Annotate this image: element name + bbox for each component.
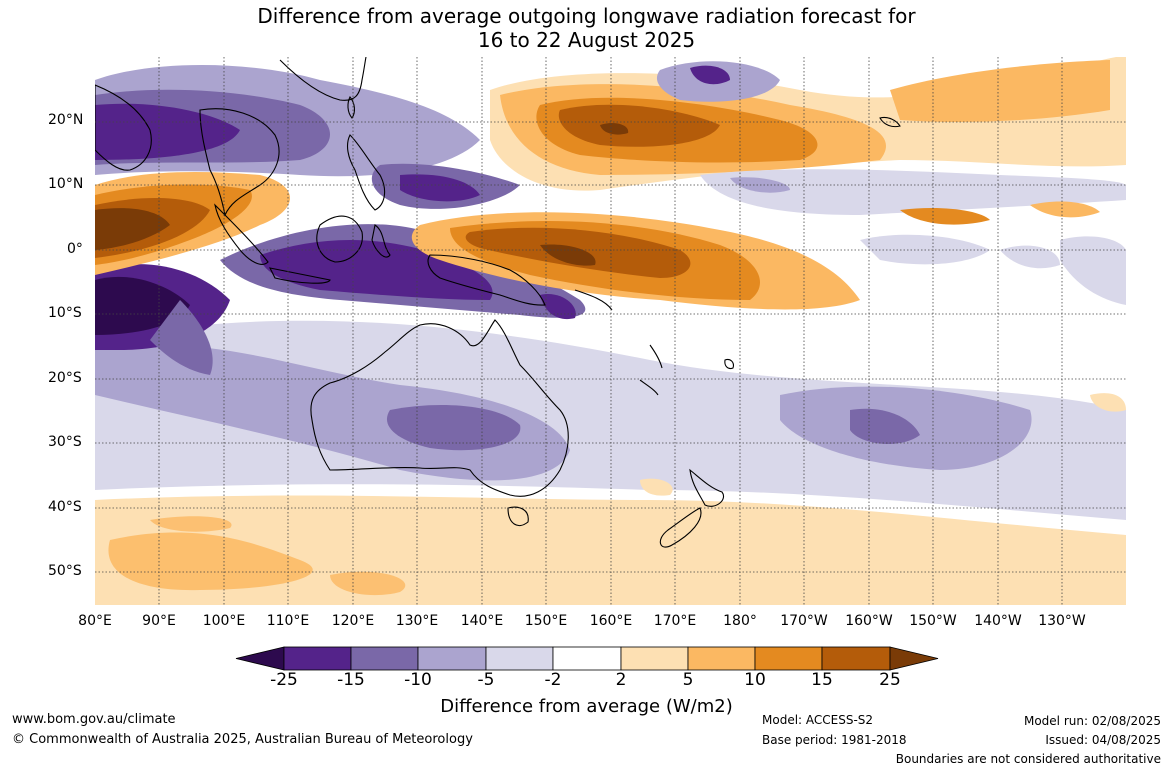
- colorbar-tick-25: 25: [879, 670, 901, 690]
- lat-label-10s: 10°S: [48, 305, 82, 321]
- lon-label-160w: 160°W: [845, 613, 893, 629]
- lon-label-130e: 130°E: [395, 613, 439, 629]
- lon-label-180: 180°: [723, 613, 757, 629]
- lat-label-0: 0°: [67, 241, 83, 257]
- new-guinea-coastline: [427, 254, 546, 306]
- sumatra-coastline: [214, 203, 269, 265]
- lon-label-110e: 110°E: [266, 613, 310, 629]
- lon-label-130w: 130°W: [1038, 613, 1086, 629]
- lon-label-100e: 100°E: [202, 613, 246, 629]
- lon-label-170e: 170°E: [653, 613, 697, 629]
- colorbar-tick-minus5: -5: [477, 670, 495, 690]
- colorbar-swatch: [552, 646, 622, 671]
- lon-label-140e: 140°E: [460, 613, 504, 629]
- map-title-line2: 16 to 22 August 2025: [477, 28, 696, 52]
- footer-website: www.bom.gov.au/climate: [12, 712, 176, 727]
- philippines-coastline: [346, 134, 386, 211]
- tasmania-coastline: [507, 506, 529, 526]
- colorbar-title: Difference from average (W/m2): [440, 696, 733, 717]
- australia-coastline: [310, 319, 569, 497]
- colorbar-swatch: [350, 646, 419, 671]
- lon-label-170w: 170°W: [780, 613, 828, 629]
- colorbar-tick-15: 15: [811, 670, 833, 690]
- colorbar-tick-minus10: -10: [404, 670, 432, 690]
- lat-label-10n: 10°N: [48, 176, 84, 192]
- lon-label-150w: 150°W: [909, 613, 957, 629]
- colorbar-swatch: [754, 646, 823, 671]
- java-coastline: [269, 267, 331, 284]
- graticule: [95, 57, 1126, 605]
- colorbar-tick-10: 10: [744, 670, 766, 690]
- colorbar-tick-minus15: -15: [337, 670, 365, 690]
- lon-label-160e: 160°E: [589, 613, 633, 629]
- map-title-line1: Difference from average outgoing longwav…: [257, 4, 916, 28]
- footer-disclaimer: Boundaries are not considered authoritat…: [895, 752, 1161, 766]
- lat-label-20n: 20°N: [48, 112, 84, 128]
- borneo-coastline: [316, 215, 363, 263]
- footer-copyright: © Commonwealth of Australia 2025, Austra…: [12, 732, 473, 747]
- india-coastline: [95, 84, 152, 171]
- colorbar-tick-minus2: -2: [544, 670, 562, 690]
- lon-label-90e: 90°E: [142, 613, 176, 629]
- olr-anomaly-map: [95, 57, 1126, 605]
- colorbar-swatch: [417, 646, 487, 671]
- lat-label-50s: 50°S: [48, 563, 82, 579]
- colorbar-swatch: [620, 646, 689, 671]
- footer-model-run: Model run: 02/08/2025: [1023, 714, 1161, 728]
- colorbar-swatch: [821, 646, 891, 671]
- new-zealand-coastline: [659, 468, 724, 548]
- colorbar-tick-2: 2: [615, 670, 627, 690]
- footer-base-period: Base period: 1981-2018: [762, 733, 907, 747]
- lon-label-150e: 150°E: [524, 613, 568, 629]
- lon-label-120e: 120°E: [331, 613, 375, 629]
- colorbar-arrow-high: [889, 646, 939, 671]
- colorbar-swatch: [283, 646, 352, 671]
- colorbar-tick-5: 5: [682, 670, 694, 690]
- footer-model: Model: ACCESS-S2: [762, 713, 874, 727]
- sulawesi-coastline: [371, 224, 391, 258]
- lat-label-30s: 30°S: [48, 434, 82, 450]
- colorbar-swatch: [485, 646, 554, 671]
- indochina-coastline: [199, 108, 280, 217]
- footer-issued: Issued: 04/08/2025: [1045, 733, 1161, 747]
- china-coastline: [279, 57, 367, 101]
- colorbar-arrow-low: [235, 646, 285, 671]
- lat-label-40s: 40°S: [48, 499, 82, 515]
- colorbar-tick-minus25: -25: [270, 670, 298, 690]
- lat-label-20s: 20°S: [48, 370, 82, 386]
- lon-label-80e: 80°E: [78, 613, 112, 629]
- colorbar-swatch: [687, 646, 756, 671]
- lon-label-140w: 140°W: [974, 613, 1022, 629]
- coastlines: [95, 57, 901, 548]
